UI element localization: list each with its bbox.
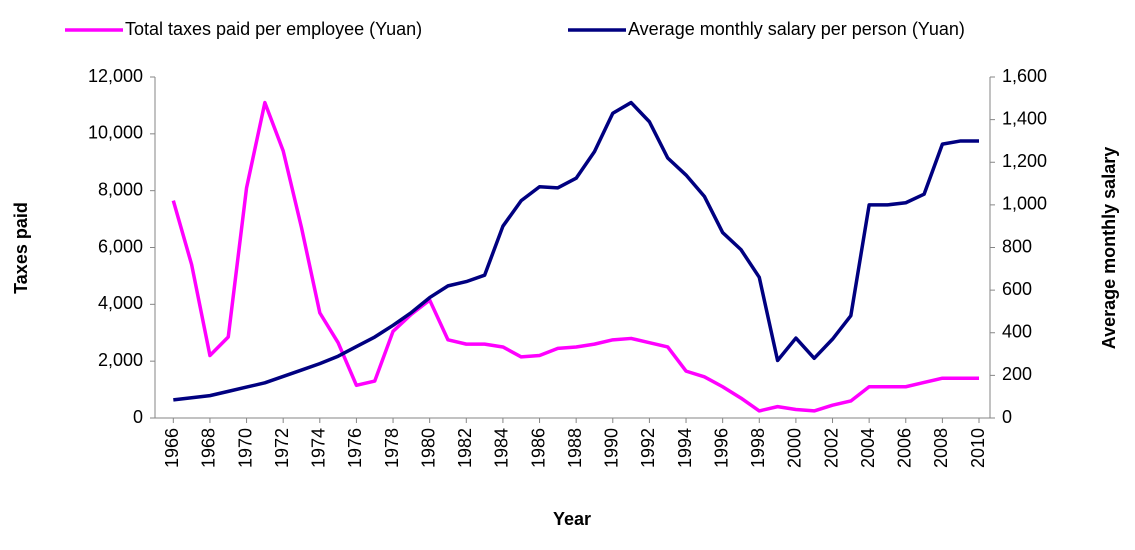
y2-tick-label: 1,600 xyxy=(1002,66,1047,86)
x-tick-label: 1966 xyxy=(162,428,182,468)
x-tick-label: 1972 xyxy=(272,428,292,468)
series-line xyxy=(171,100,980,413)
y-tick-label: 12,000 xyxy=(88,66,143,86)
x-tick-label: 1994 xyxy=(675,428,695,468)
x-tick-label: 1998 xyxy=(748,428,768,468)
y2-tick-label: 0 xyxy=(1002,407,1012,427)
series-line xyxy=(173,100,980,402)
x-tick-label: 2008 xyxy=(931,428,951,468)
x-tick-label: 2002 xyxy=(821,428,841,468)
x-tick-label: 1970 xyxy=(235,428,255,468)
x-tick-label: 2006 xyxy=(895,428,915,468)
x-tick-label: 2004 xyxy=(858,428,878,468)
x-tick-label: 1982 xyxy=(455,428,475,468)
y-tick-label: 10,000 xyxy=(88,123,143,143)
y-tick-label: 8,000 xyxy=(98,179,143,199)
y2-tick-label: 1,200 xyxy=(1002,151,1047,171)
legend-label: Total taxes paid per employee (Yuan) xyxy=(125,19,422,39)
x-tick-label: 2000 xyxy=(785,428,805,468)
x-tick-label: 1976 xyxy=(345,428,365,468)
y2-tick-label: 1,000 xyxy=(1002,194,1047,214)
x-tick-label: 2010 xyxy=(968,428,988,468)
y-tick-label: 2,000 xyxy=(98,350,143,370)
y-tick-label: 0 xyxy=(133,407,143,427)
y2-tick-label: 600 xyxy=(1002,279,1032,299)
x-tick-label: 1988 xyxy=(565,428,585,468)
x-tick-label: 1992 xyxy=(638,428,658,468)
x-tick-label: 1990 xyxy=(602,428,622,468)
x-tick-label: 1978 xyxy=(382,428,402,468)
x-tick-label: 1980 xyxy=(418,428,438,468)
x-tick-label: 1986 xyxy=(528,428,548,468)
y2-axis-title: Average monthly salary xyxy=(1099,147,1119,349)
legend-label: Average monthly salary per person (Yuan) xyxy=(628,19,965,39)
x-tick-label: 1996 xyxy=(711,428,731,468)
y2-tick-label: 200 xyxy=(1002,364,1032,384)
y2-tick-label: 400 xyxy=(1002,322,1032,342)
x-axis-title: Year xyxy=(553,509,591,529)
y2-tick-label: 1,400 xyxy=(1002,108,1047,128)
y-tick-label: 4,000 xyxy=(98,293,143,313)
x-tick-label: 1968 xyxy=(199,428,219,468)
x-tick-label: 1974 xyxy=(309,428,329,468)
y2-tick-label: 800 xyxy=(1002,236,1032,256)
x-tick-label: 1984 xyxy=(492,428,512,468)
y-tick-label: 6,000 xyxy=(98,236,143,256)
y-axis-title: Taxes paid xyxy=(11,202,31,294)
